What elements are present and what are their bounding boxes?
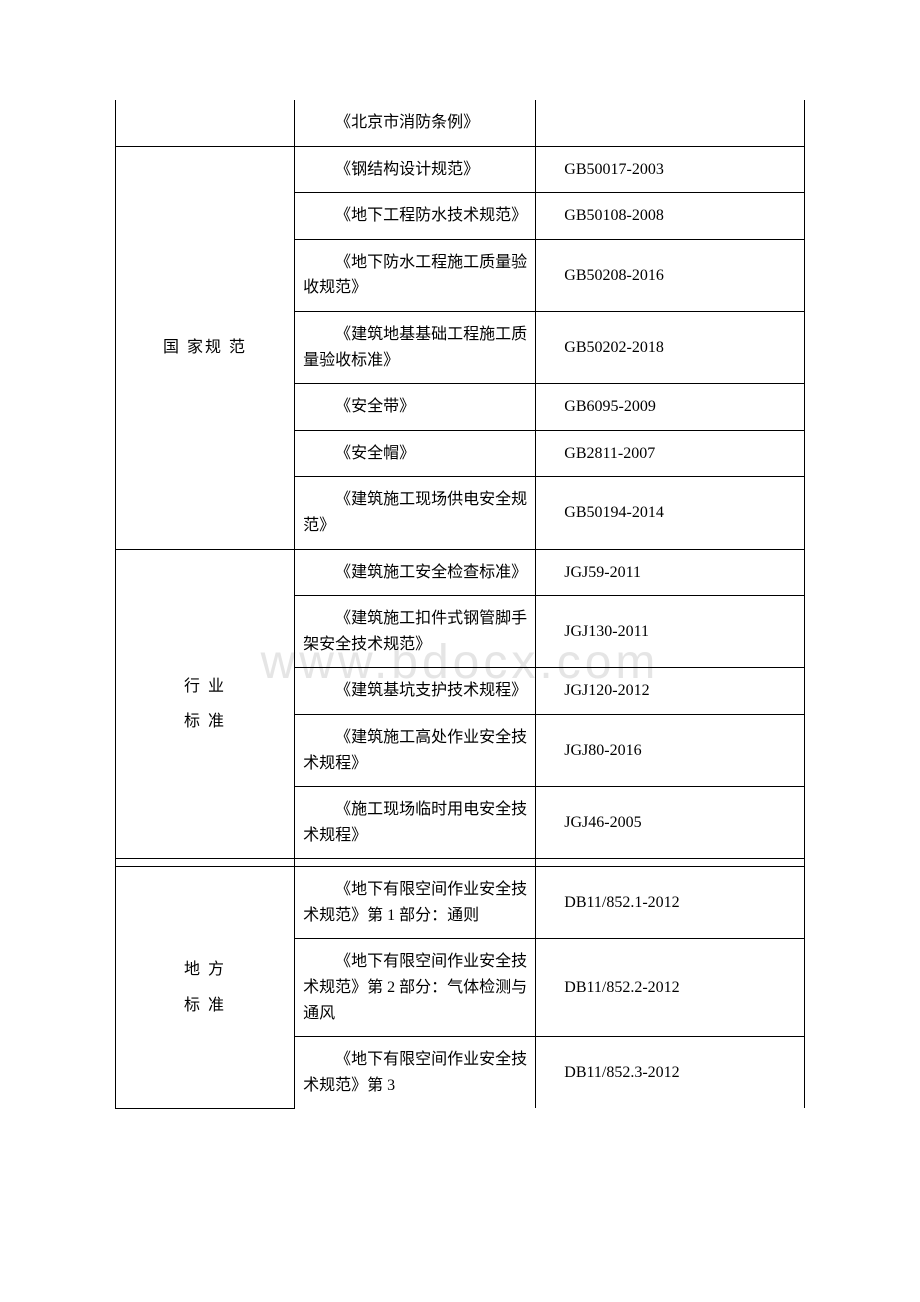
code-cell: DB11/852.1-2012	[536, 867, 805, 939]
table-wrapper: 《北京市消防条例》 国 家规 范 《钢结构设计规范》 GB50017-2003 …	[115, 100, 805, 1109]
empty-cell	[295, 859, 536, 867]
code-cell: GB6095-2009	[536, 384, 805, 431]
category-text: 地 方 标 准	[124, 952, 286, 1022]
name-cell: 《建筑施工安全检查标准》	[295, 549, 536, 596]
name-cell: 《建筑基坑支护技术规程》	[295, 668, 536, 715]
name-cell: 《建筑施工现场供电安全规范》	[295, 477, 536, 549]
table-row: 《北京市消防条例》	[116, 100, 805, 146]
code-cell: GB50208-2016	[536, 239, 805, 311]
code-cell: JGJ46-2005	[536, 787, 805, 859]
name-cell: 《地下有限空间作业安全技术规范》第 3	[295, 1037, 536, 1109]
table-row: 行 业 标 准 《建筑施工安全检查标准》 JGJ59-2011	[116, 549, 805, 596]
category-cell: 国 家规 范	[116, 146, 295, 549]
empty-cell	[116, 859, 295, 867]
name-cell: 《安全帽》	[295, 430, 536, 477]
name-cell: 《地下工程防水技术规范》	[295, 193, 536, 240]
table-row: 地 方 标 准 《地下有限空间作业安全技术规范》第 1 部分：通则 DB11/8…	[116, 867, 805, 939]
code-cell: GB50017-2003	[536, 146, 805, 193]
name-cell: 《建筑施工扣件式钢管脚手架安全技术规范》	[295, 596, 536, 668]
empty-cell	[536, 859, 805, 867]
name-cell: 《地下有限空间作业安全技术规范》第 1 部分：通则	[295, 867, 536, 939]
name-cell: 《施工现场临时用电安全技术规程》	[295, 787, 536, 859]
name-cell: 《建筑施工高处作业安全技术规程》	[295, 714, 536, 786]
code-cell: GB50202-2018	[536, 311, 805, 383]
code-cell: DB11/852.3-2012	[536, 1037, 805, 1109]
code-cell: JGJ120-2012	[536, 668, 805, 715]
category-cell: 行 业 标 准	[116, 549, 295, 859]
separator-row	[116, 859, 805, 867]
code-cell: JGJ59-2011	[536, 549, 805, 596]
category-text: 行 业 标 准	[124, 669, 286, 739]
code-cell: JGJ80-2016	[536, 714, 805, 786]
category-cell: 地 方 标 准	[116, 867, 295, 1109]
code-cell: GB50194-2014	[536, 477, 805, 549]
code-cell: GB2811-2007	[536, 430, 805, 477]
code-cell	[536, 100, 805, 146]
name-cell: 《安全带》	[295, 384, 536, 431]
name-cell: 《建筑地基基础工程施工质量验收标准》	[295, 311, 536, 383]
code-cell: GB50108-2008	[536, 193, 805, 240]
code-cell: DB11/852.2-2012	[536, 939, 805, 1037]
name-cell: 《北京市消防条例》	[295, 100, 536, 146]
name-cell: 《地下有限空间作业安全技术规范》第 2 部分：气体检测与通风	[295, 939, 536, 1037]
category-cell	[116, 100, 295, 146]
name-cell: 《地下防水工程施工质量验收规范》	[295, 239, 536, 311]
standards-table: 《北京市消防条例》 国 家规 范 《钢结构设计规范》 GB50017-2003 …	[115, 100, 805, 1109]
name-cell: 《钢结构设计规范》	[295, 146, 536, 193]
table-row: 国 家规 范 《钢结构设计规范》 GB50017-2003	[116, 146, 805, 193]
code-cell: JGJ130-2011	[536, 596, 805, 668]
